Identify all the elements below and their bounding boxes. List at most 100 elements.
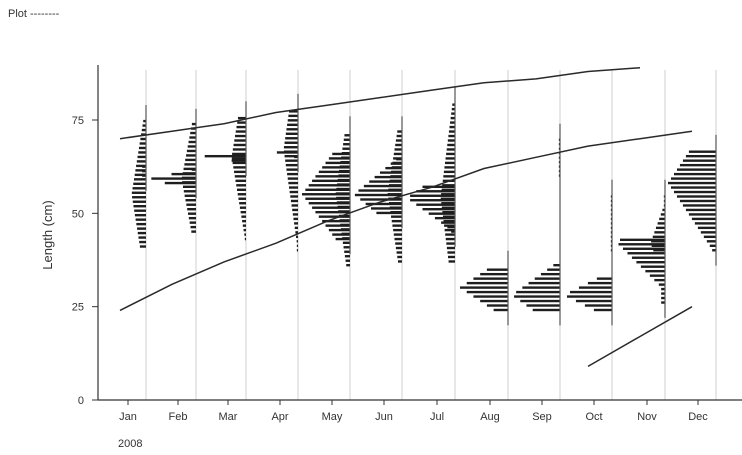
bar-dec bbox=[685, 154, 716, 158]
bar-feb bbox=[182, 185, 196, 188]
bar-jul bbox=[451, 230, 455, 233]
bar-apr bbox=[290, 195, 298, 198]
bar-dec bbox=[709, 244, 716, 247]
bar-jan bbox=[136, 160, 146, 163]
bar-apr bbox=[287, 119, 298, 122]
bar-mar bbox=[231, 159, 246, 162]
bar-nov bbox=[662, 208, 665, 212]
bar-apr bbox=[284, 154, 298, 158]
bar-nov bbox=[658, 283, 665, 286]
bar-jul bbox=[448, 130, 455, 133]
bar-feb bbox=[185, 158, 196, 162]
bar-sep bbox=[553, 264, 560, 267]
bar-jan bbox=[142, 124, 146, 127]
bar-jul bbox=[416, 190, 455, 193]
bar-jul bbox=[445, 157, 455, 160]
bar-jun bbox=[393, 152, 402, 156]
bar-jul bbox=[422, 185, 455, 188]
month-label-jun: Jun bbox=[375, 411, 393, 423]
bar-aug bbox=[493, 308, 508, 312]
bar-may bbox=[341, 156, 350, 159]
bar-jun bbox=[394, 237, 402, 241]
bar-jan bbox=[135, 169, 146, 172]
month-label-apr: Apr bbox=[271, 411, 288, 423]
bar-sep bbox=[516, 290, 560, 294]
bar-mar bbox=[241, 215, 246, 218]
bar-jan bbox=[131, 191, 146, 194]
bar-may bbox=[342, 147, 350, 150]
bar-nov bbox=[653, 249, 665, 252]
bar-nov bbox=[661, 292, 665, 295]
bar-mar bbox=[240, 210, 246, 214]
bar-may bbox=[345, 259, 350, 262]
bar-mar bbox=[232, 161, 246, 165]
bar-nov bbox=[651, 240, 665, 243]
bar-dec bbox=[679, 199, 716, 203]
bar-jul bbox=[441, 193, 455, 196]
bar-jul bbox=[446, 246, 455, 250]
bar-mar bbox=[242, 219, 246, 223]
bar-jan bbox=[134, 209, 146, 212]
bar-apr bbox=[295, 231, 298, 234]
bar-oct bbox=[596, 277, 612, 280]
bar-jan bbox=[143, 119, 146, 123]
bar-jan bbox=[138, 146, 146, 150]
bar-dec bbox=[668, 181, 716, 185]
bar-nov bbox=[661, 296, 665, 300]
histogram-dec bbox=[668, 134, 717, 266]
bar-jul bbox=[428, 212, 455, 215]
bar-apr bbox=[296, 240, 298, 243]
bar-jun bbox=[388, 184, 402, 187]
bar-mar bbox=[236, 188, 246, 191]
bar-jul bbox=[450, 121, 455, 124]
histogram-feb bbox=[151, 108, 197, 233]
month-label-sep: Sep bbox=[532, 411, 552, 423]
bar-may bbox=[332, 152, 350, 156]
bar-aug bbox=[466, 290, 508, 294]
bar-jul bbox=[443, 175, 455, 178]
month-label-jul: Jul bbox=[430, 411, 444, 423]
bar-may bbox=[338, 174, 350, 177]
bar-jun bbox=[363, 184, 402, 188]
bar-mar bbox=[237, 116, 246, 120]
bar-jul bbox=[447, 139, 455, 142]
bar-jun bbox=[360, 198, 402, 201]
bar-jan bbox=[139, 142, 146, 145]
bar-jul bbox=[434, 216, 455, 220]
bar-jan bbox=[134, 173, 146, 177]
bar-apr bbox=[292, 208, 298, 212]
bar-feb bbox=[187, 208, 196, 211]
month-label-mar: Mar bbox=[219, 411, 238, 423]
bar-jul bbox=[447, 251, 455, 254]
bar-jun bbox=[388, 188, 402, 191]
y-tick-label-50: 50 bbox=[72, 208, 84, 220]
bar-jan bbox=[137, 155, 146, 159]
bar-mar bbox=[232, 148, 246, 151]
bar-jul bbox=[410, 194, 455, 197]
bar-apr bbox=[286, 128, 298, 131]
bar-may bbox=[336, 187, 350, 191]
bar-jul bbox=[444, 224, 455, 227]
bar-jan bbox=[141, 133, 146, 136]
bar-dec bbox=[697, 226, 716, 230]
bar-apr bbox=[293, 217, 298, 221]
bar-dec bbox=[670, 177, 716, 180]
bar-apr bbox=[287, 172, 298, 176]
bar-may bbox=[339, 165, 350, 168]
bar-jun bbox=[379, 171, 402, 174]
bar-nov bbox=[640, 265, 665, 268]
bar-mar bbox=[242, 224, 246, 227]
histogram-jun bbox=[354, 116, 403, 263]
bar-may bbox=[318, 215, 350, 218]
bar-jun bbox=[397, 255, 402, 259]
growth-curves bbox=[119, 66, 693, 368]
bar-jul bbox=[444, 228, 455, 232]
bar-apr bbox=[284, 141, 298, 144]
bar-jun bbox=[389, 206, 402, 209]
bar-feb bbox=[191, 230, 196, 233]
bar-jul bbox=[451, 107, 455, 111]
histogram-may bbox=[302, 116, 351, 267]
bar-apr bbox=[287, 177, 298, 180]
